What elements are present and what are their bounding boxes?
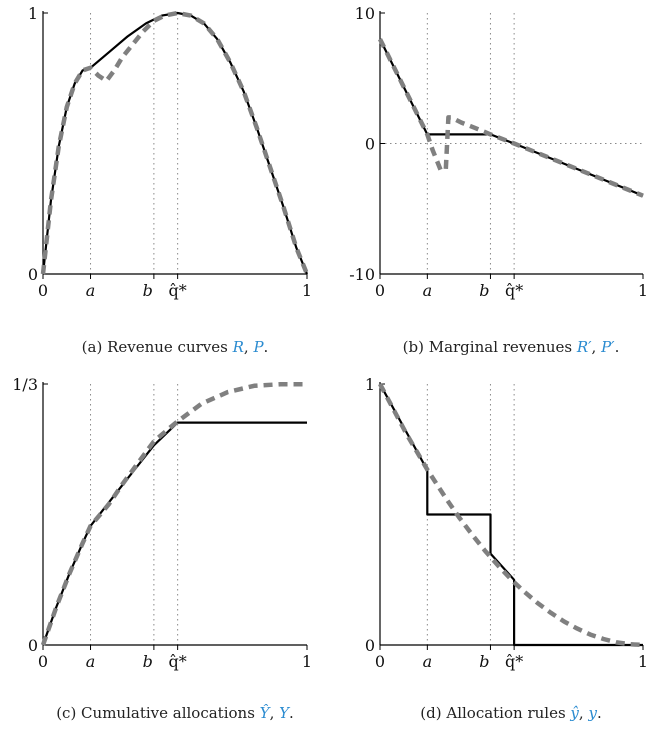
series-dashed-line xyxy=(377,38,644,198)
x-tick-label: 0 xyxy=(375,281,385,300)
y-tick-label: 0 xyxy=(28,265,38,284)
caption-suffix: . xyxy=(597,704,602,722)
caption-prefix: (d) Allocation rules xyxy=(420,704,570,722)
caption-sep: , xyxy=(592,338,602,356)
caption-a: (a) Revenue curves R, P. xyxy=(82,338,269,356)
caption-prefix: (c) Cumulative allocations xyxy=(56,704,259,722)
x-tick-label: 0 xyxy=(38,281,48,300)
caption-sep: , xyxy=(579,704,589,722)
y-tick-label: 1 xyxy=(365,375,375,394)
y-tick-label: 1 xyxy=(28,4,38,23)
x-tick-label: 1 xyxy=(302,652,312,671)
caption-sep: , xyxy=(244,338,254,356)
y-tick-label: 0 xyxy=(28,636,38,655)
panel-d: 0 a b q̂* 1 0 1 (d) Allocation rules ŷ, y. xyxy=(365,375,646,722)
x-tick-label: 1 xyxy=(638,281,646,300)
x-tick-label: a xyxy=(86,281,96,300)
caption-sym2: Y xyxy=(279,704,291,722)
x-tick-label: q̂* xyxy=(169,281,187,300)
caption-suffix: . xyxy=(615,338,620,356)
series-dashed-line xyxy=(40,381,307,646)
series-solid-line xyxy=(379,383,643,647)
panel-a: 0 a b q̂* 1 0 1 (a) Revenue curves R, P. xyxy=(28,4,312,356)
caption-sym2: P′ xyxy=(600,338,615,356)
caption-sym2: y xyxy=(587,704,597,722)
x-tick-label: b xyxy=(479,281,489,300)
series-solid-line xyxy=(41,11,309,275)
caption-sym1: ŷ xyxy=(569,704,579,722)
x-tick-label: q̂* xyxy=(505,281,523,300)
x-tick-label: 1 xyxy=(638,652,646,671)
x-tick-label: a xyxy=(423,281,433,300)
x-tick-label: a xyxy=(423,652,433,671)
caption-suffix: . xyxy=(289,704,294,722)
caption-sep: , xyxy=(270,704,280,722)
caption-suffix: . xyxy=(264,338,269,356)
x-tick-label: 0 xyxy=(38,652,48,671)
caption-prefix: (b) Marginal revenues xyxy=(403,338,577,356)
caption-sym1: Ŷ xyxy=(260,704,272,722)
y-tick-label: 0 xyxy=(365,135,375,154)
x-tick-label: q̂* xyxy=(169,652,187,671)
x-tick-label: b xyxy=(143,281,153,300)
y-tick-label: 1/3 xyxy=(12,375,38,394)
y-tick-label: 10 xyxy=(355,4,375,23)
panel-c: 0 a b q̂* 1 0 1/3 (c) Cumulative allocations Ŷ,… xyxy=(12,375,312,722)
caption-b: (b) Marginal revenues R′, P′. xyxy=(403,338,620,356)
series-solid-line xyxy=(379,38,644,197)
y-tick-label: 0 xyxy=(365,636,375,655)
caption-prefix: (a) Revenue curves xyxy=(82,338,233,356)
x-tick-label: 0 xyxy=(375,652,385,671)
y-tick-label: -10 xyxy=(349,265,375,284)
caption-c: (c) Cumulative allocations Ŷ, Y. xyxy=(56,704,294,722)
caption-d: (d) Allocation rules ŷ, y. xyxy=(420,704,601,722)
series-dashed-line xyxy=(40,10,310,275)
caption-sym1: R′ xyxy=(576,338,592,356)
x-tick-label: 1 xyxy=(302,281,312,300)
x-tick-label: q̂* xyxy=(505,652,523,671)
caption-sym1: R xyxy=(232,338,244,356)
x-tick-label: a xyxy=(86,652,96,671)
caption-sym2: P xyxy=(252,338,264,356)
series-solid-line xyxy=(41,421,307,646)
series-dashed-line xyxy=(378,382,644,648)
x-tick-label: b xyxy=(479,652,489,671)
x-tick-label: b xyxy=(143,652,153,671)
